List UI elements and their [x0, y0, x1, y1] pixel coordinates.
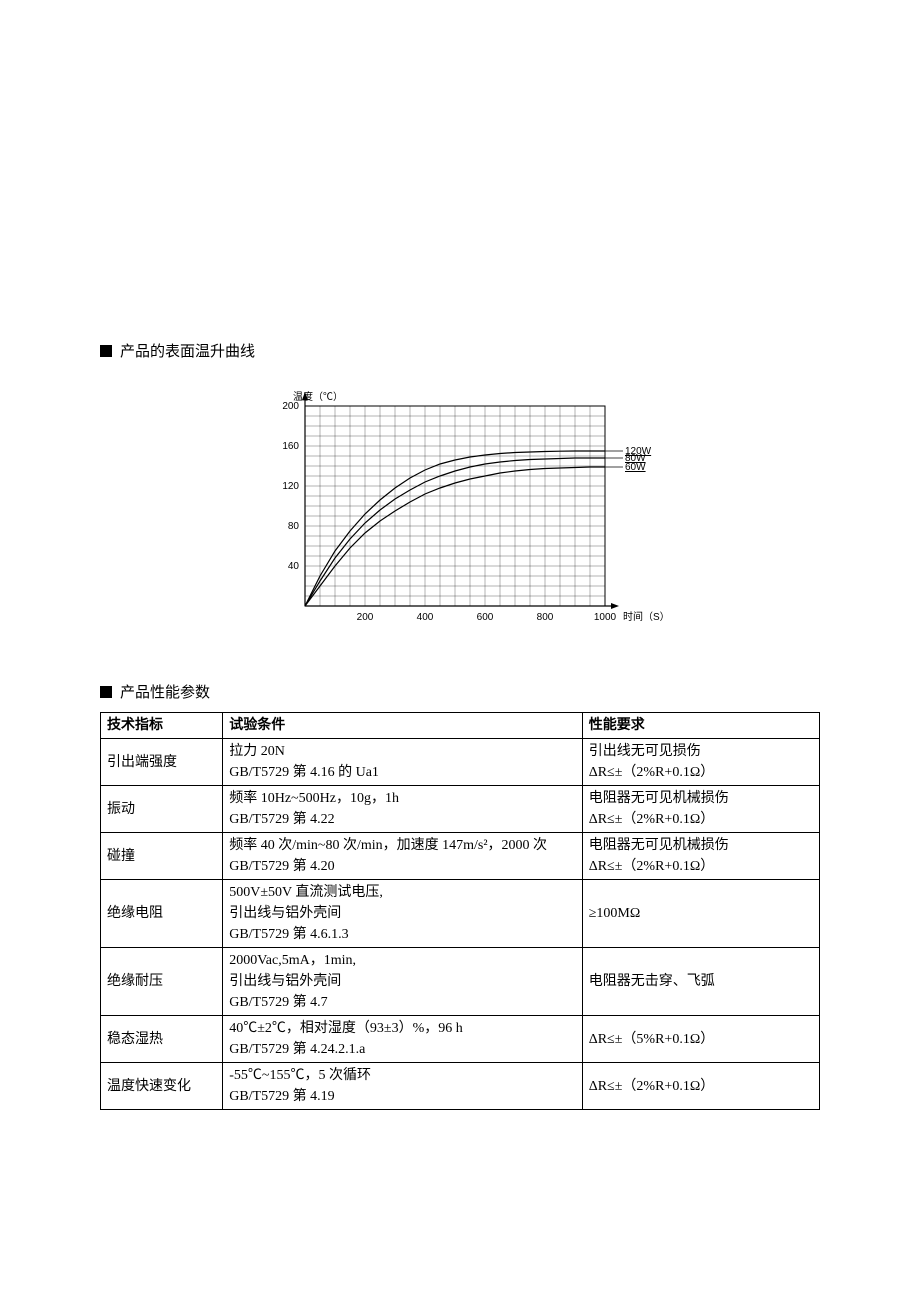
svg-text:120: 120: [282, 481, 299, 492]
table-cell: 稳态湿热: [101, 1016, 223, 1063]
table-cell: 电阻器无击穿、飞弧: [582, 948, 819, 1016]
svg-text:80: 80: [288, 521, 300, 532]
temperature-rise-chart: 40801201602002004006008001000温度（℃）时间（S）1…: [250, 381, 670, 641]
svg-text:时间（S）: 时间（S）: [623, 610, 670, 623]
table-cell: ΔR≤±（2%R+0.1Ω）: [582, 1063, 819, 1110]
spec-table: 技术指标 试验条件 性能要求 引出端强度拉力 20NGB/T5729 第 4.1…: [100, 712, 820, 1110]
svg-text:40: 40: [288, 561, 300, 572]
table-cell: ΔR≤±（5%R+0.1Ω）: [582, 1016, 819, 1063]
table-cell: 引出线无可见损伤ΔR≤±（2%R+0.1Ω）: [582, 739, 819, 786]
table-cell: 电阻器无可见机械损伤ΔR≤±（2%R+0.1Ω）: [582, 833, 819, 880]
table-cell: 绝缘电阻: [101, 880, 223, 948]
svg-text:60W: 60W: [625, 462, 646, 473]
table-row: 稳态湿热40℃±2℃，相对湿度（93±3）%，96 hGB/T5729 第 4.…: [101, 1016, 820, 1063]
table-cell: 频率 10Hz~500Hz，10g，1hGB/T5729 第 4.22: [223, 786, 583, 833]
table-cell: 2000Vac,5mA，1min,引出线与铝外壳间GB/T5729 第 4.7: [223, 948, 583, 1016]
section-2-title: 产品性能参数: [120, 681, 210, 702]
table-row: 绝缘电阻500V±50V 直流测试电压,引出线与铝外壳间GB/T5729 第 4…: [101, 880, 820, 948]
svg-text:温度（℃）: 温度（℃）: [293, 390, 343, 403]
svg-text:200: 200: [357, 612, 374, 623]
chart-container: 40801201602002004006008001000温度（℃）时间（S）1…: [100, 381, 820, 641]
table-cell: 引出端强度: [101, 739, 223, 786]
table-cell: 绝缘耐压: [101, 948, 223, 1016]
table-row: 碰撞频率 40 次/min~80 次/min，加速度 147m/s²，2000 …: [101, 833, 820, 880]
table-cell: 频率 40 次/min~80 次/min，加速度 147m/s²，2000 次G…: [223, 833, 583, 880]
svg-text:600: 600: [477, 612, 494, 623]
table-cell: 40℃±2℃，相对湿度（93±3）%，96 hGB/T5729 第 4.24.2…: [223, 1016, 583, 1063]
table-cell: 拉力 20NGB/T5729 第 4.16 的 Ua1: [223, 739, 583, 786]
svg-text:400: 400: [417, 612, 434, 623]
table-row: 引出端强度拉力 20NGB/T5729 第 4.16 的 Ua1引出线无可见损伤…: [101, 739, 820, 786]
table-cell: 振动: [101, 786, 223, 833]
table-cell: 电阻器无可见机械损伤ΔR≤±（2%R+0.1Ω）: [582, 786, 819, 833]
table-cell: -55℃~155℃，5 次循环GB/T5729 第 4.19: [223, 1063, 583, 1110]
bullet-icon: [100, 686, 112, 698]
svg-text:1000: 1000: [594, 612, 617, 623]
col-header-0: 技术指标: [101, 713, 223, 739]
col-header-2: 性能要求: [582, 713, 819, 739]
section-1-header: 产品的表面温升曲线: [100, 340, 820, 361]
table-row: 温度快速变化-55℃~155℃，5 次循环GB/T5729 第 4.19ΔR≤±…: [101, 1063, 820, 1110]
section-1-title: 产品的表面温升曲线: [120, 340, 255, 361]
table-cell: 500V±50V 直流测试电压,引出线与铝外壳间GB/T5729 第 4.6.1…: [223, 880, 583, 948]
section-2-header: 产品性能参数: [100, 681, 820, 702]
table-row: 振动频率 10Hz~500Hz，10g，1hGB/T5729 第 4.22电阻器…: [101, 786, 820, 833]
table-cell: 碰撞: [101, 833, 223, 880]
svg-text:800: 800: [537, 612, 554, 623]
table-header-row: 技术指标 试验条件 性能要求: [101, 713, 820, 739]
col-header-1: 试验条件: [223, 713, 583, 739]
bullet-icon: [100, 345, 112, 357]
svg-text:160: 160: [282, 441, 299, 452]
table-cell: ≥100MΩ: [582, 880, 819, 948]
table-row: 绝缘耐压2000Vac,5mA，1min,引出线与铝外壳间GB/T5729 第 …: [101, 948, 820, 1016]
table-cell: 温度快速变化: [101, 1063, 223, 1110]
